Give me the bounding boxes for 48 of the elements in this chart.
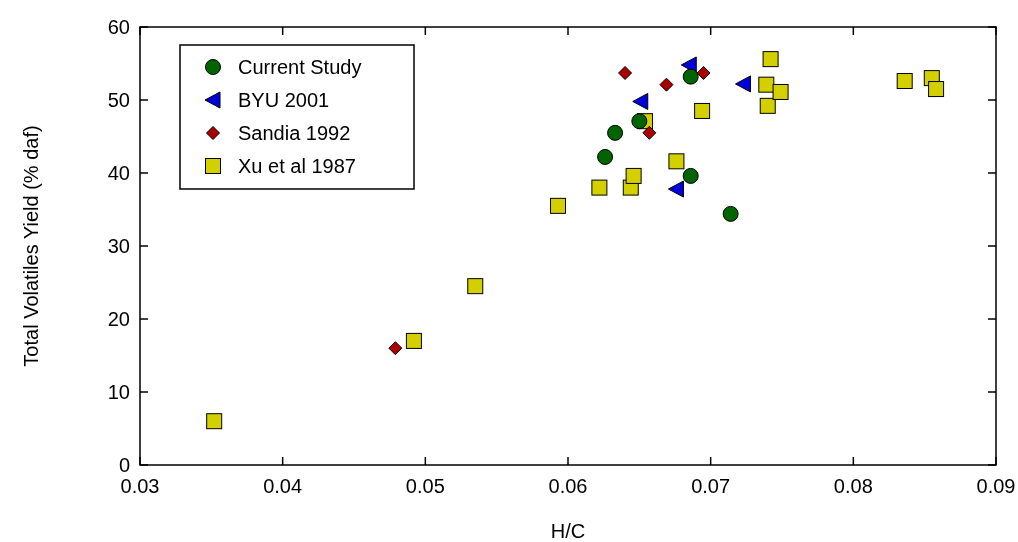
legend-label: Xu et al 1987 [238,155,356,177]
point [762,51,779,68]
point [759,97,776,114]
point [597,148,614,165]
point [682,167,699,184]
y-axis-title: Total Volatiles Yield (% daf) [20,125,42,367]
point [642,125,657,140]
point [694,102,711,119]
point [696,65,711,80]
x-tick-label: 0.07 [691,475,731,497]
point [734,75,751,93]
point [659,77,674,92]
point [607,124,624,141]
point [928,81,945,98]
point [758,76,775,93]
point [206,413,223,430]
point [632,92,649,110]
point [722,205,739,222]
point [631,113,648,130]
point [668,153,685,170]
legend-label: Current Study [238,56,362,78]
x-tick-label: 0.09 [976,475,1016,497]
point [618,65,633,80]
point [896,73,913,90]
y-tick-label: 30 [107,235,130,257]
legend-label: Sandia 1992 [238,122,351,144]
x-axis-title: H/C [550,520,586,542]
y-tick-label: 50 [107,89,130,111]
y-tick-label: 20 [107,308,130,330]
x-tick-label: 0.05 [405,475,445,497]
point [682,68,699,85]
x-tick-label: 0.03 [120,475,160,497]
y-tick-label: 10 [107,381,130,403]
point [388,341,403,356]
point [591,179,608,196]
x-tick-label: 0.04 [263,475,303,497]
point [550,197,567,214]
point [625,167,642,184]
legend-label: BYU 2001 [238,89,330,111]
y-tick-label: 40 [107,162,130,184]
point [405,332,422,349]
y-tick-label: 0 [118,454,130,476]
x-tick-label: 0.06 [548,475,588,497]
y-tick-label: 60 [107,16,130,38]
x-tick-label: 0.08 [833,475,873,497]
point [667,180,684,198]
point [467,278,484,295]
point [772,83,789,100]
